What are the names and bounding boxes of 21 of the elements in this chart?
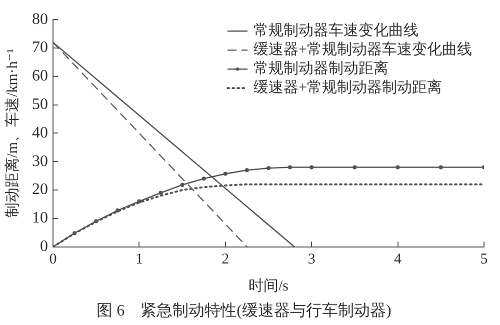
legend-label: 常规制动器制动距离 [254,60,389,78]
y-tick-label: 20 [32,181,48,198]
y-tick-label: 50 [32,96,48,114]
x-tick-label: 4 [394,252,402,268]
x-axis-title: 时间/s [248,278,289,295]
y-tick-label: 70 [32,39,48,56]
y-tick-label: 80 [32,10,48,28]
legend-label: 缓速器+常规制动器制动距离 [254,79,442,96]
x-tick-label: 1 [135,252,143,268]
legend-label: 缓速器+常规制动器车速变化曲线 [254,41,472,58]
y-tick-label: 10 [32,210,48,227]
x-tick-label: 2 [222,252,230,268]
y-tick-label: 0 [40,238,48,256]
y-tick-label: 30 [32,152,48,170]
y-axis-title: 制动距离/m、车速/km·h⁻¹ [4,48,21,218]
x-tick-label: 5 [480,252,488,268]
text: 图 6 紧急制动特性(缓速器与行车制动器) [96,302,392,320]
legend-label: 常规制动器车速变化曲线 [254,22,419,40]
y-tick-label: 40 [32,124,48,142]
x-tick-label: 3 [308,252,316,268]
y-tick-label: 60 [32,68,48,85]
